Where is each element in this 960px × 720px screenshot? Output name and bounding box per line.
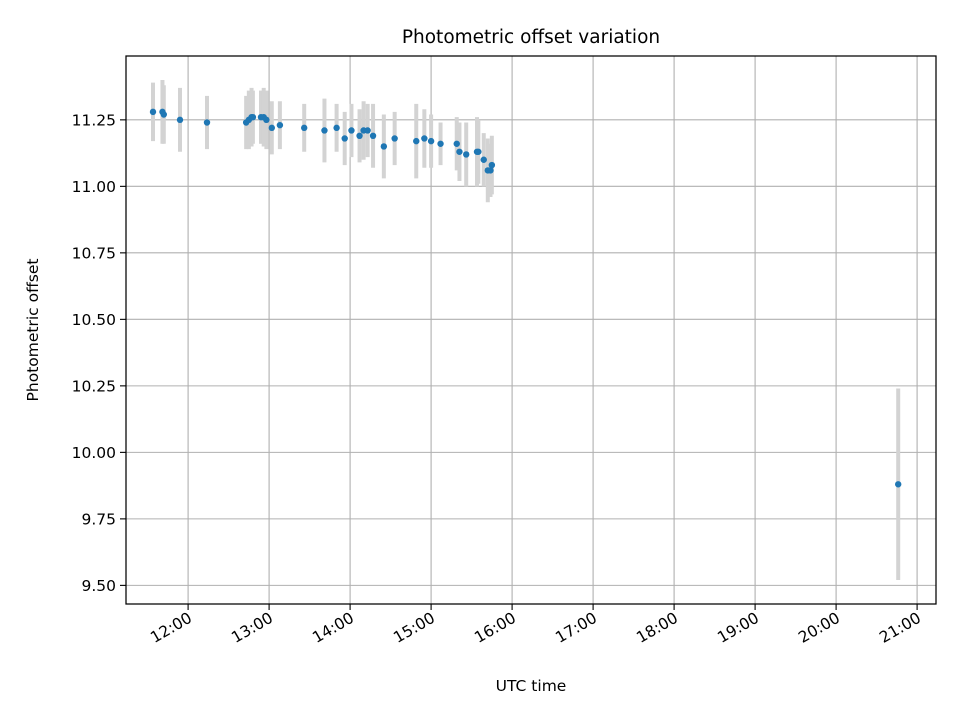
data-point	[421, 135, 428, 142]
y-axis-label: Photometric offset	[24, 259, 42, 402]
y-tick-label: 10.00	[72, 444, 116, 462]
y-tick-label: 9.50	[81, 577, 116, 595]
data-points	[149, 108, 902, 488]
data-point	[427, 137, 435, 145]
grid	[126, 56, 936, 604]
data-point	[895, 481, 902, 488]
y-tick-label: 10.25	[72, 377, 116, 395]
data-point	[364, 127, 371, 134]
data-point	[413, 137, 420, 145]
data-point	[369, 132, 377, 140]
plot-frame	[125, 55, 937, 605]
data-point	[333, 124, 340, 132]
data-point	[475, 148, 482, 155]
data-point	[348, 127, 355, 134]
y-tick-label: 9.75	[81, 510, 116, 528]
y-tick-label: 11.25	[72, 111, 116, 129]
data-point	[456, 148, 463, 155]
data-point	[276, 121, 284, 129]
data-point	[263, 116, 270, 124]
y-tick-label: 10.50	[72, 311, 116, 329]
data-point	[453, 140, 460, 147]
data-point	[160, 111, 167, 118]
y-tick-label: 10.75	[72, 244, 116, 262]
data-point	[480, 156, 487, 163]
data-point	[391, 135, 398, 142]
data-point	[176, 116, 184, 124]
data-point	[268, 124, 275, 132]
data-point	[321, 127, 328, 134]
data-point	[341, 135, 348, 142]
data-point	[437, 140, 444, 147]
data-point	[249, 113, 257, 121]
y-axis-ticks: 9.50 9.75 10.00 10.25 10.50 10.75 11.00 11.25	[72, 111, 126, 595]
y-tick-label: 11.00	[72, 178, 116, 196]
data-point	[463, 151, 470, 158]
data-point	[301, 124, 308, 132]
data-point	[380, 143, 388, 150]
x-axis-label: UTC time	[496, 677, 567, 695]
chart-title: Photometric offset variation	[402, 27, 660, 48]
data-point	[203, 119, 211, 126]
data-point	[488, 161, 496, 169]
data-point	[487, 167, 494, 174]
data-point	[149, 108, 157, 116]
data-point	[356, 132, 363, 140]
